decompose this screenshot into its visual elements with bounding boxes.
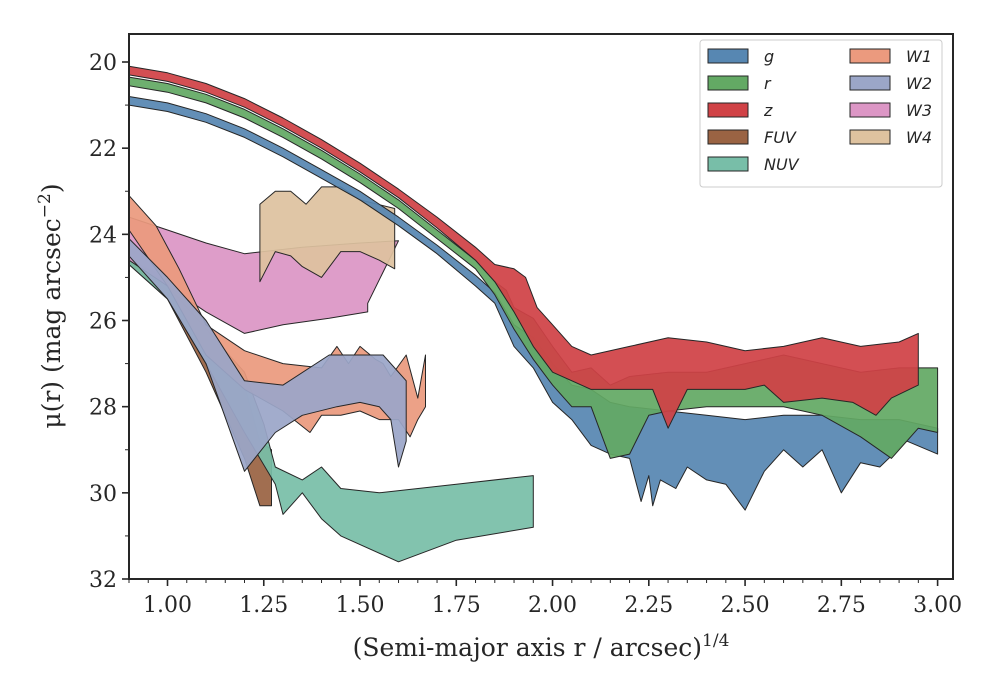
x-ticks: 1.00 1.25 1.50 1.75 2.00 2.25 2.50 2.75 3.00 bbox=[128, 579, 962, 618]
legend-label-g: g bbox=[764, 47, 774, 66]
y-tick-label: 22 bbox=[89, 137, 117, 162]
legend-swatch-w2 bbox=[849, 75, 891, 91]
legend-swatch-g bbox=[707, 48, 749, 64]
y-tick-label: 26 bbox=[89, 310, 117, 335]
y-tick-label: 28 bbox=[89, 396, 117, 421]
x-axis-label: (Semi-major axis r / arcsec)1/4 bbox=[353, 631, 730, 662]
y-ticks: 20 22 24 26 28 30 32 bbox=[89, 51, 129, 593]
x-tick-label: 2.50 bbox=[721, 593, 770, 618]
legend-swatch-nuv bbox=[707, 156, 749, 172]
x-tick-label: 1.00 bbox=[143, 593, 192, 618]
legend-label-w4: W4 bbox=[906, 128, 932, 147]
legend-swatch-z bbox=[707, 102, 749, 118]
legend-swatch-w1 bbox=[849, 48, 891, 64]
legend-label-r: r bbox=[764, 74, 772, 93]
legend-label-w2: W2 bbox=[906, 74, 932, 93]
x-tick-label: 2.25 bbox=[624, 593, 673, 618]
plot-frame bbox=[128, 33, 954, 580]
x-tick-label: 1.75 bbox=[432, 593, 481, 618]
legend-swatch-fuv bbox=[707, 129, 749, 145]
legend-label-w1: W1 bbox=[906, 47, 932, 66]
x-tick-label: 3.00 bbox=[913, 593, 962, 618]
x-tick-label: 2.75 bbox=[817, 593, 866, 618]
legend-swatch-r bbox=[707, 75, 749, 91]
legend-label-w3: W3 bbox=[906, 101, 932, 120]
y-tick-label: 24 bbox=[89, 223, 117, 248]
legend-swatch-w3 bbox=[849, 102, 891, 118]
legend-label-z: z bbox=[763, 101, 773, 120]
y-axis-label: μ(r) (mag arcsec−2) bbox=[35, 183, 66, 428]
x-tick-label: 1.25 bbox=[239, 593, 288, 618]
legend-label-fuv: FUV bbox=[764, 128, 797, 147]
legend-label-nuv: NUV bbox=[764, 155, 800, 174]
y-tick-label: 20 bbox=[89, 51, 117, 76]
y-tick-label: 30 bbox=[89, 482, 117, 507]
band-areas bbox=[128, 65, 939, 563]
band-area-z bbox=[128, 65, 919, 429]
y-tick-label: 32 bbox=[89, 568, 117, 593]
x-tick-label: 1.50 bbox=[336, 593, 385, 618]
band-area-w2 bbox=[128, 238, 407, 472]
legend-swatch-w4 bbox=[849, 129, 891, 145]
x-tick-label: 2.00 bbox=[528, 593, 577, 618]
band-area-w4 bbox=[259, 186, 396, 283]
legend: grz FUV NUV W1 W2 W3 W4 bbox=[699, 39, 943, 188]
